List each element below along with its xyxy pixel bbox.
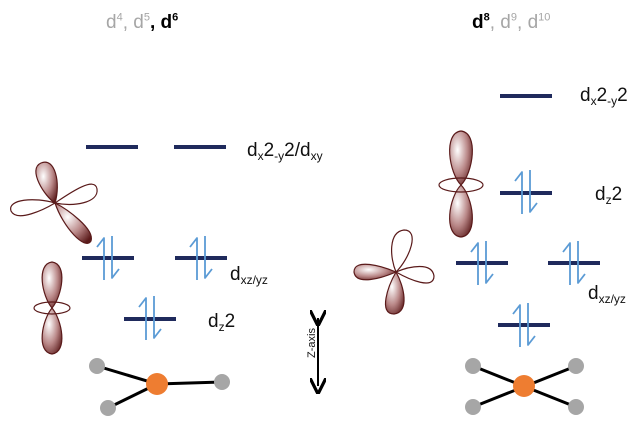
ligand-atom	[568, 399, 584, 415]
ligand-atom	[465, 358, 481, 374]
electron-pair-dyz-right	[562, 241, 586, 285]
label-dxz-yz-left: dxz/yz	[230, 264, 268, 287]
label-dz2-right: dz2	[595, 184, 623, 207]
ligand-atom	[568, 358, 584, 374]
config-d5: d5	[133, 12, 150, 34]
cloverleaf-orbital-left	[10, 161, 98, 244]
ligand-atom	[89, 358, 105, 374]
ligand-atom	[214, 374, 230, 390]
config-d4: d4	[106, 12, 123, 34]
dz2-orbital-right	[438, 130, 484, 238]
electron-pair-dz2-right	[514, 170, 538, 214]
electron-pair-dxz-right	[470, 241, 494, 285]
electron-pair-dxz	[96, 236, 120, 280]
label-dz2-left: dz2	[208, 311, 236, 334]
config-d8: d8	[472, 12, 490, 34]
config-d6: , d6	[149, 12, 179, 34]
dz2-orbital-left	[33, 261, 71, 355]
cloverleaf-orbital-right	[353, 229, 435, 315]
electron-pair-dxy-right	[512, 303, 536, 347]
label-dx2y2-dxy: dx2-y2/dxy	[247, 140, 323, 163]
config-d9: d9	[500, 12, 517, 34]
electron-pair-dz2-left	[138, 296, 162, 340]
ligand-atom	[465, 399, 481, 415]
config-d10: d10	[527, 12, 551, 34]
label-dx2y2-right: dx2-y2	[580, 85, 628, 108]
electron-pair-dyz	[189, 236, 213, 280]
right-header: d8, d9, d10	[472, 12, 551, 34]
left-header: d4, d5, d6	[106, 12, 179, 34]
metal-atom-left	[146, 373, 168, 395]
ligand-atom	[100, 400, 116, 416]
label-dxz-yz-right: dxz/yz	[588, 283, 626, 306]
metal-atom-right	[513, 375, 535, 397]
